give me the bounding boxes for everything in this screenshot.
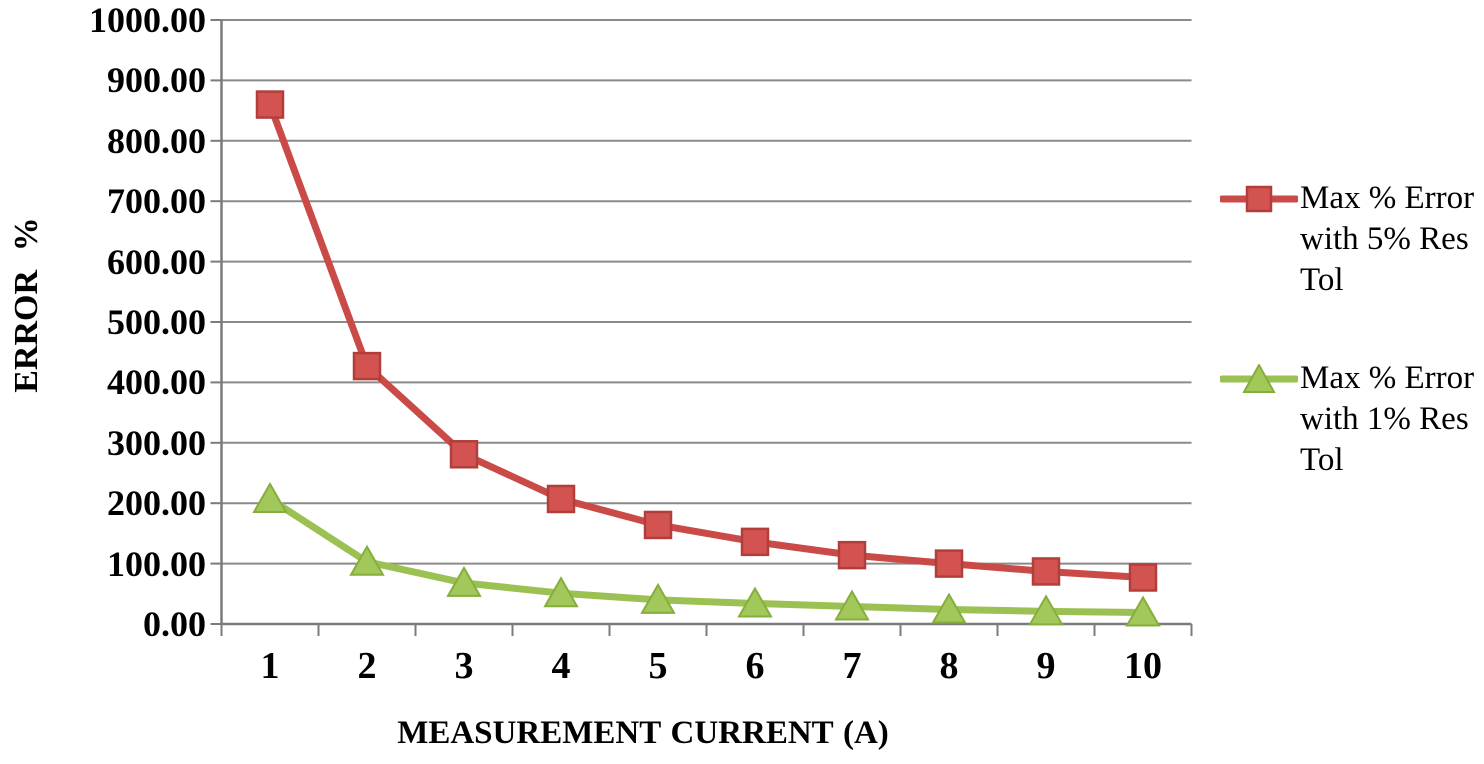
y-tick-label: 1000.00: [89, 0, 206, 40]
series-line-1: [266, 495, 1147, 617]
y-tick-label: 500.00: [107, 302, 206, 342]
legend-label-line: Max % Error: [1300, 360, 1475, 396]
triangle-data-point-marker: [834, 589, 870, 621]
series-line-0: [266, 101, 1147, 581]
legend-triangle-marker: [1242, 364, 1276, 393]
square-data-point-marker: [643, 510, 673, 540]
square-data-point-marker: [352, 351, 382, 381]
triangle-data-point-marker: [349, 544, 385, 576]
square-data-point-marker: [449, 440, 479, 469]
red-square-series-icon: [1220, 185, 1298, 213]
legend-label-line: Tol: [1300, 442, 1344, 478]
x-tick-label: 7: [842, 645, 862, 687]
legend-label-1pct: Max % Error with 1% Res Tol: [1300, 358, 1474, 481]
triangle-data-point-marker: [252, 481, 288, 513]
legend-label-line: with 5% Res: [1300, 221, 1469, 257]
y-tick-label: 300.00: [107, 422, 206, 463]
green-triangle-series-icon: [1220, 364, 1298, 393]
x-tick-label: 9: [1036, 645, 1056, 687]
y-tick-label: 0.00: [143, 604, 206, 644]
triangle-data-point-marker: [737, 586, 773, 618]
x-tick-label: 3: [454, 645, 474, 687]
y-tick-label: 900.00: [107, 60, 206, 101]
triangle-data-point-marker: [543, 576, 579, 608]
x-tick-label: 8: [939, 645, 959, 687]
legend-label-line: Max % Error: [1300, 180, 1475, 216]
triangle-data-point-marker: [931, 592, 967, 624]
y-tick-label: 200.00: [107, 483, 206, 524]
x-tick-label: 10: [1124, 645, 1162, 687]
x-tick-label: 5: [648, 645, 668, 687]
triangle-data-point-marker: [1028, 594, 1064, 626]
square-data-point-marker: [1128, 563, 1158, 592]
x-tick-label: 1: [260, 645, 280, 687]
square-data-point-marker: [837, 540, 867, 570]
legend-label-5pct: Max % Error with 5% Res Tol: [1300, 178, 1474, 301]
square-data-point-marker: [255, 90, 285, 119]
square-data-point-marker: [934, 549, 964, 578]
square-data-point-marker: [1031, 557, 1061, 586]
y-tick-label: 600.00: [107, 241, 206, 282]
legend-label-line: with 1% Res: [1300, 401, 1469, 437]
legend-entry-1pct-res-tol: Max % Error with 1% Res Tol: [1220, 358, 1474, 481]
x-tick-label: 6: [745, 645, 765, 687]
legend-square-marker: [1245, 185, 1273, 213]
y-axis-title: ERROR %: [8, 217, 45, 393]
legend-label-line: Tol: [1300, 262, 1344, 298]
square-data-point-marker: [546, 484, 576, 514]
x-tick-label: 2: [357, 645, 377, 687]
y-tick-label: 400.00: [107, 362, 206, 403]
square-data-point-marker: [740, 527, 770, 557]
triangle-data-point-marker: [1125, 595, 1161, 627]
triangle-data-point-marker: [446, 565, 482, 597]
triangle-data-point-marker: [640, 582, 676, 614]
legend-entry-5pct-res-tol: Max % Error with 5% Res Tol: [1220, 178, 1474, 301]
y-tick-label: 100.00: [107, 543, 206, 584]
y-tick-label: 800.00: [107, 120, 206, 161]
x-axis-title: MEASUREMENT CURRENT (A): [397, 715, 889, 751]
x-tick-label: 4: [551, 645, 571, 687]
y-tick-label: 700.00: [107, 181, 206, 222]
